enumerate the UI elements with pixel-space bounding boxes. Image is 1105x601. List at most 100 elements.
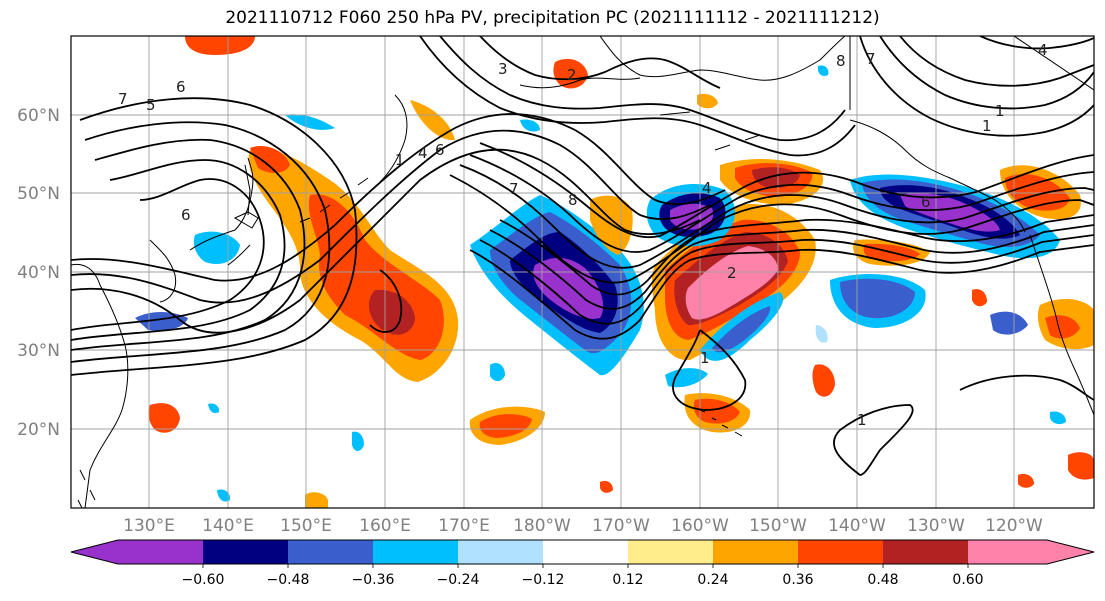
negative-anomaly-region [817, 65, 829, 76]
contour-label: 4 [418, 144, 428, 162]
pv-contour-line [859, 36, 1094, 137]
positive-anomaly-region [1045, 315, 1080, 339]
pv-contour-line [959, 374, 1094, 401]
colorbar-segment [883, 540, 968, 564]
kamchatka-coastline [379, 94, 408, 183]
colorbar-label: −0.12 [522, 572, 565, 588]
lon-tick-label: 130°W [907, 516, 965, 536]
negative-anomaly-region [670, 203, 714, 230]
negative-anomaly-region [990, 311, 1028, 335]
negative-anomaly-region [193, 231, 240, 265]
colorbar-segment [203, 540, 288, 564]
alaska-coastline [599, 36, 846, 81]
lon-tick-label: 140°W [828, 516, 886, 536]
colorbar-segment [1047, 540, 1094, 564]
negative-anomaly-region [352, 431, 364, 451]
colorbar-segment [118, 540, 203, 564]
positive-anomaly-region [1018, 474, 1034, 488]
colorbar-segment [373, 540, 458, 564]
colorbar-label: 0.24 [697, 572, 728, 588]
pv-contour-line [899, 36, 1094, 87]
korea-coastline [149, 239, 177, 303]
contour-label: 1 [700, 349, 710, 367]
lon-tick-label: 160°E [359, 516, 411, 536]
positive-anomaly-region [697, 93, 718, 109]
pv-contour-line [71, 138, 306, 351]
contour-label: 7 [509, 180, 519, 198]
lon-tick-label: 150°W [749, 516, 807, 536]
colorbar-segment [798, 540, 883, 564]
pv-contour-line [879, 36, 1094, 110]
positive-anomaly-region [305, 492, 328, 508]
contour-label: 4 [1038, 41, 1048, 59]
pv-contour-line [439, 36, 846, 142]
negative-anomaly-region [217, 489, 231, 502]
pv-contour-line [71, 129, 711, 304]
colorbar-segment [628, 540, 713, 564]
pv-contour-labels: 2 3 7 6 5 1 4 6 8 7 6 4 2 1 1 6 8 7 4 1 … [118, 41, 1048, 429]
longitude-axis: 130°E 140°E 150°E 160°E 170°E 180°W 170°… [123, 516, 1043, 536]
colorbar-segment [543, 540, 628, 564]
pv-contour-line [479, 36, 721, 89]
pv-contour-line [449, 174, 1094, 284]
colorbar-segment [458, 540, 543, 564]
pv-contour-line [71, 113, 726, 282]
contour-label: 6 [435, 141, 445, 159]
colorbar-label: −0.60 [182, 572, 225, 588]
pv-contour-line [833, 404, 914, 476]
positive-anomaly-region [368, 289, 415, 335]
colorbar-segment [71, 540, 118, 564]
pv-contour-line [979, 36, 1094, 50]
contour-label: 1 [995, 102, 1005, 120]
negative-anomaly-region [1050, 411, 1066, 425]
pv-contour-line [369, 269, 403, 333]
negative-anomaly-region [490, 363, 505, 382]
colorbar-label: −0.48 [267, 572, 310, 588]
lat-tick-label: 60°N [17, 106, 60, 126]
contour-label: 8 [836, 52, 846, 70]
pv-contour-line [419, 36, 856, 157]
contour-label: 5 [146, 96, 156, 114]
contour-label: 1 [395, 151, 405, 169]
lon-tick-label: 170°E [438, 516, 490, 536]
positive-anomaly-region [553, 58, 588, 89]
negative-anomaly-region [285, 114, 335, 130]
colorbar-label: −0.36 [352, 572, 395, 588]
contour-label: 3 [498, 60, 508, 78]
positive-anomaly-region [812, 364, 835, 397]
contour-label: 8 [568, 191, 578, 209]
positive-anomaly-region [148, 403, 180, 433]
contour-label: 1 [857, 411, 867, 429]
pv-contour-line [479, 142, 1094, 239]
lat-tick-label: 20°N [17, 420, 60, 440]
positive-anomaly-region [185, 36, 255, 55]
positive-anomaly-region [250, 145, 290, 173]
lon-tick-label: 180°W [513, 516, 571, 536]
negative-anomaly-region [533, 257, 604, 319]
contour-label: 2 [567, 66, 577, 84]
pv-contour-line [672, 329, 747, 411]
contour-label: 2 [727, 264, 737, 282]
contour-label: 7 [866, 50, 876, 68]
pv-contour-line [71, 97, 358, 376]
pv-contour-line [71, 178, 265, 331]
japan-coastline [189, 157, 254, 266]
alaska-panhandle [849, 119, 1026, 233]
lon-tick-label: 120°W [985, 516, 1043, 536]
canada-border [849, 36, 1094, 110]
pv-contour-line [499, 214, 1094, 296]
negative-anomaly-region [712, 306, 771, 353]
negative-anomaly-region [815, 325, 828, 343]
colorbar-segment [288, 540, 373, 564]
colorbar-label: 0.36 [782, 572, 813, 588]
colorbar: −0.60 −0.48 −0.36 −0.24 −0.12 0.12 0.24 … [70, 539, 1095, 588]
positive-anomaly-region [1068, 452, 1094, 480]
philippines-islands [77, 469, 96, 508]
pv-contour-line [71, 148, 701, 334]
lat-tick-label: 40°N [17, 263, 60, 283]
lon-tick-label: 140°E [202, 516, 254, 536]
map-frame [70, 35, 1095, 509]
contour-label: 6 [921, 193, 931, 211]
colorbar-label: 0.60 [952, 572, 983, 588]
